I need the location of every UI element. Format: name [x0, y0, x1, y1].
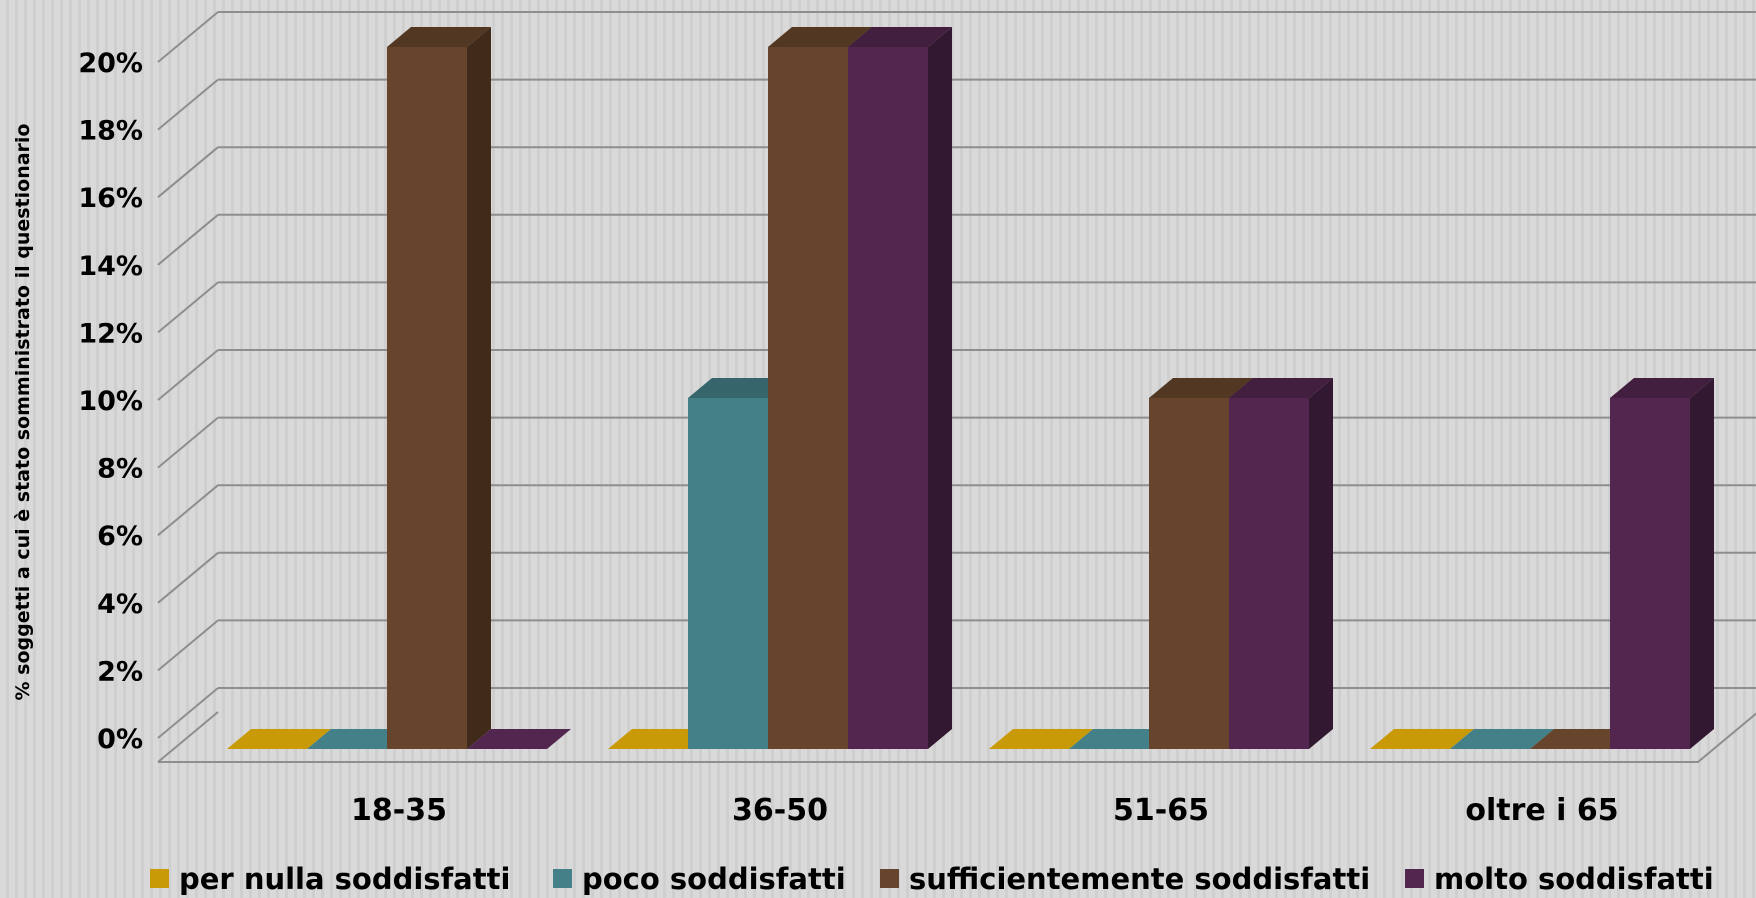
bar-top — [1069, 729, 1173, 749]
bar — [989, 729, 1093, 749]
bar — [1450, 729, 1554, 749]
gridline-side — [157, 214, 219, 266]
category-label: 51-65 — [1113, 793, 1209, 828]
legend-swatch — [150, 869, 169, 888]
bar-front — [1229, 398, 1309, 749]
y-axis-label: % soggetti a cui è stato somministrato i… — [12, 124, 34, 701]
bar-top — [688, 378, 792, 398]
bar-front — [387, 47, 467, 749]
bar-top — [768, 27, 872, 47]
bar-side — [1690, 378, 1714, 749]
bar-top — [1370, 729, 1474, 749]
bar-side — [928, 27, 952, 749]
bar-front — [688, 398, 768, 749]
category-label: 36-50 — [732, 793, 828, 828]
bar-side — [1309, 378, 1333, 749]
legend: per nulla soddisfatti poco soddisfatti suf… — [150, 862, 1714, 896]
bar-top — [1530, 729, 1634, 749]
bar-side — [467, 27, 491, 749]
y-tick-label: 8% — [97, 454, 143, 485]
gridline-side — [157, 619, 219, 672]
bar-top — [1610, 378, 1714, 398]
category-layer: 18-35 36-50 51-65 oltre i 65 — [351, 793, 1619, 828]
y-tick-label: 14% — [78, 251, 143, 282]
gridline-side — [157, 552, 219, 604]
bar — [1229, 378, 1333, 749]
bar-top — [608, 729, 712, 749]
bar — [1069, 729, 1173, 749]
gridline-side — [157, 146, 219, 198]
bar-top — [387, 27, 491, 47]
bar-top — [1450, 729, 1554, 749]
bar-front — [1149, 398, 1229, 749]
gridline-side — [157, 281, 219, 334]
bar — [1610, 378, 1714, 749]
y-tick-label: 12% — [78, 318, 143, 349]
y-tick-label: 2% — [97, 656, 143, 687]
legend-item: molto soddisfatti — [1405, 862, 1714, 896]
bar — [1370, 729, 1474, 749]
gridline-side — [157, 687, 219, 739]
bar-front — [848, 47, 928, 749]
bar — [1530, 729, 1634, 749]
tick-layer: 0% 2% 4% 6% 8% 10% 12% 14% 16% 18% 20% — [78, 48, 143, 755]
bar-front — [1610, 398, 1690, 749]
gridline-side — [157, 349, 219, 401]
bar — [227, 729, 331, 749]
bar — [307, 729, 411, 749]
bar-top — [1149, 378, 1253, 398]
gridline-side — [157, 11, 219, 63]
gridline-side — [157, 484, 219, 536]
legend-label: poco soddisfatti — [582, 862, 846, 896]
legend-swatch — [880, 869, 899, 888]
bar-top — [848, 27, 952, 47]
y-tick-label: 4% — [97, 589, 143, 620]
gridline-side — [157, 78, 219, 131]
legend-swatch — [1405, 869, 1424, 888]
bar — [848, 27, 952, 749]
bar-top — [227, 729, 331, 749]
bar — [467, 729, 571, 749]
y-tick-label: 6% — [97, 521, 143, 552]
bar — [387, 27, 491, 749]
floor-edge — [157, 711, 1756, 763]
legend-item: sufficientemente soddisfatti — [880, 862, 1370, 896]
bar-top — [989, 729, 1093, 749]
category-label: 18-35 — [351, 793, 447, 828]
bar-front — [768, 47, 848, 749]
y-tick-label: 0% — [97, 724, 143, 755]
y-tick-label: 18% — [78, 116, 143, 147]
y-tick-label: 20% — [78, 48, 143, 79]
bar-top — [1229, 378, 1333, 398]
bar-layer — [227, 27, 1714, 749]
gridline-side — [157, 416, 219, 469]
bar-top — [307, 729, 411, 749]
bar-top — [467, 729, 571, 749]
legend-item: per nulla soddisfatti — [150, 862, 510, 896]
y-tick-label: 16% — [78, 183, 143, 214]
category-label: oltre i 65 — [1465, 793, 1618, 828]
legend-label: per nulla soddisfatti — [179, 862, 510, 896]
legend-swatch — [553, 869, 572, 888]
legend-label: molto soddisfatti — [1434, 862, 1714, 896]
bar — [608, 729, 712, 749]
legend-item: poco soddisfatti — [553, 862, 846, 896]
y-tick-label: 10% — [78, 386, 143, 417]
legend-label: sufficientemente soddisfatti — [909, 862, 1370, 896]
